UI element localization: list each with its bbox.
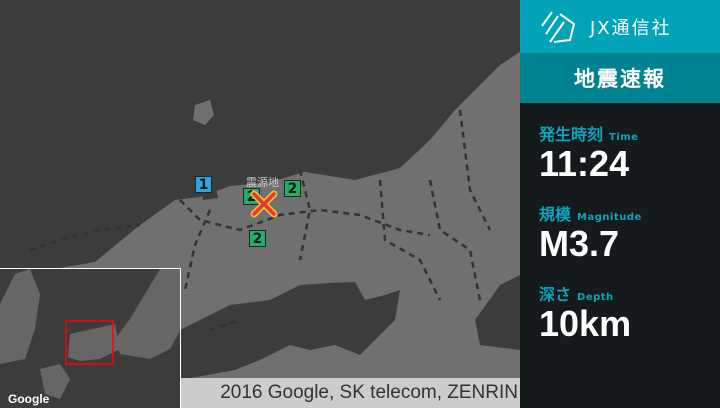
info-depth: 深さ Depth 10km [520, 281, 720, 343]
info-magnitude: 規模 Magnitude M3.7 [520, 201, 720, 263]
epicenter-x-icon [250, 190, 278, 218]
depth-label-en: Depth [577, 292, 614, 303]
intensity-marker[interactable]: 1 [195, 176, 212, 193]
map[interactable]: 1 2 2 2 震源地 Google 2016 Google, SK telec… [0, 0, 520, 408]
intensity-marker[interactable]: 2 [284, 180, 301, 197]
jx-logo-icon [541, 10, 576, 43]
magnitude-label: 規模 [539, 205, 572, 224]
google-logo: Google [8, 392, 50, 406]
time-label-en: Time [609, 132, 639, 143]
inset-viewport-rect [65, 320, 114, 365]
depth-label: 深さ [539, 285, 572, 304]
time-label: 発生時刻 [539, 125, 604, 144]
magnitude-label-en: Magnitude [577, 212, 642, 223]
epicenter-label: 震源地 [246, 176, 279, 189]
time-value: 11:24 [539, 143, 630, 184]
depth-value: 10km [539, 303, 632, 344]
map-copyright: 2016 Google, SK telecom, ZENRIN [181, 378, 520, 408]
intensity-marker[interactable]: 2 [249, 230, 266, 247]
inset-terrain [0, 269, 180, 399]
panel-title: 地震速報 [520, 53, 720, 103]
info-panel: JX通信社 地震速報 発生時刻 Time 11:24 規模 Magnitude M3… [520, 0, 720, 408]
overview-inset-map[interactable]: Google [0, 268, 181, 408]
brand-name: JX通信社 [590, 17, 672, 39]
info-time: 発生時刻 Time 11:24 [520, 121, 720, 183]
brand-header: JX通信社 [520, 0, 720, 53]
magnitude-value: M3.7 [539, 223, 620, 264]
